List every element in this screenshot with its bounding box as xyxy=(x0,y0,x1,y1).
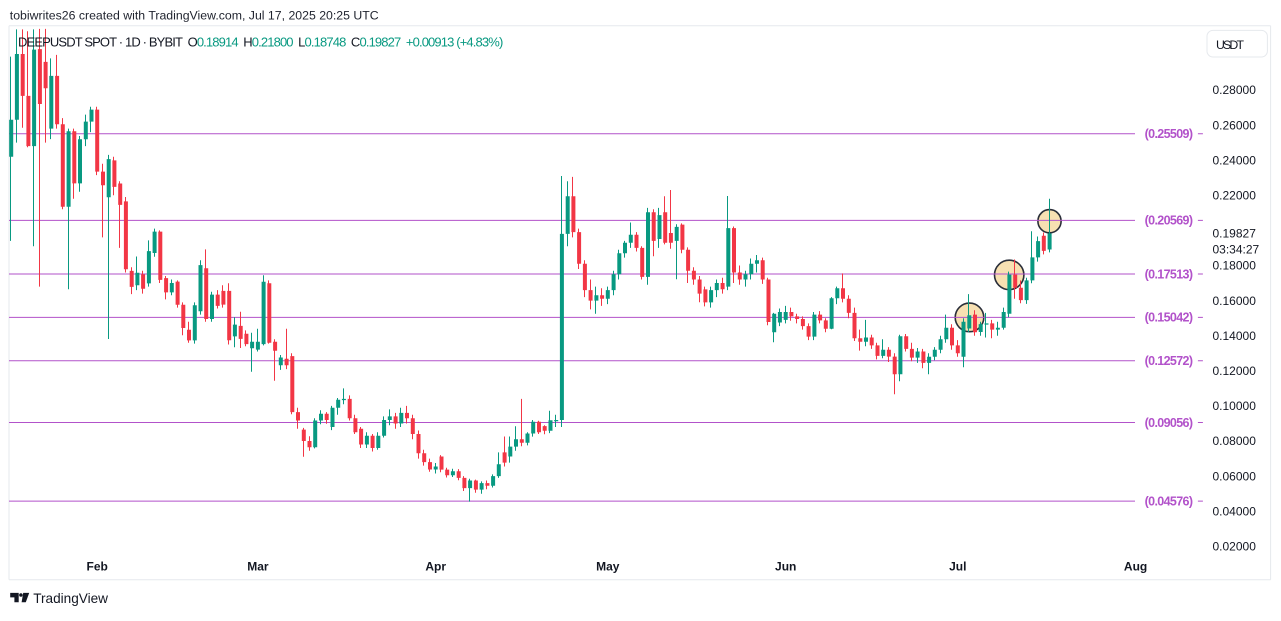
svg-text:0.02000: 0.02000 xyxy=(1213,540,1257,554)
svg-text:Apr: Apr xyxy=(425,560,446,574)
svg-text:(0.12572): (0.12572) xyxy=(1145,354,1193,368)
svg-text:tobiwrites26 created with Trad: tobiwrites26 created with TradingView.co… xyxy=(10,8,379,22)
svg-text:TradingView: TradingView xyxy=(33,591,108,606)
svg-text:0.08000: 0.08000 xyxy=(1213,434,1257,448)
svg-text:Jun: Jun xyxy=(775,560,796,574)
svg-text:0.18000: 0.18000 xyxy=(1213,259,1257,273)
svg-text:0.04000: 0.04000 xyxy=(1213,504,1257,518)
svg-text:Feb: Feb xyxy=(87,560,108,574)
svg-text:0.14000: 0.14000 xyxy=(1213,329,1257,343)
svg-text:0.26000: 0.26000 xyxy=(1213,118,1257,132)
svg-text:(0.20569): (0.20569) xyxy=(1145,214,1193,228)
svg-text:03:34:27: 03:34:27 xyxy=(1213,243,1260,257)
svg-text:0.28000: 0.28000 xyxy=(1213,83,1257,97)
svg-text:0.10000: 0.10000 xyxy=(1213,399,1257,413)
svg-text:(0.25509): (0.25509) xyxy=(1145,127,1193,141)
svg-text:0.19827: 0.19827 xyxy=(1213,227,1257,241)
svg-text:0.12000: 0.12000 xyxy=(1213,364,1257,378)
svg-text:May: May xyxy=(596,560,620,574)
svg-text:0.24000: 0.24000 xyxy=(1213,153,1257,167)
svg-text:0.22000: 0.22000 xyxy=(1213,189,1257,203)
svg-text:0.06000: 0.06000 xyxy=(1213,469,1257,483)
svg-text:(0.17513): (0.17513) xyxy=(1145,267,1193,281)
svg-text:(0.04576): (0.04576) xyxy=(1145,494,1193,508)
svg-text:Jul: Jul xyxy=(949,560,966,574)
svg-text:(0.15042): (0.15042) xyxy=(1145,311,1193,325)
svg-text:USDT: USDT xyxy=(1216,38,1244,52)
svg-text:0.16000: 0.16000 xyxy=(1213,294,1257,308)
svg-text:DEEPUSDT SPOT · 1D · BYBIT O0: DEEPUSDT SPOT · 1D · BYBIT O0.18914 H0.2… xyxy=(18,35,503,50)
svg-text:(0.09056): (0.09056) xyxy=(1145,416,1193,430)
svg-text:Mar: Mar xyxy=(247,560,269,574)
svg-text:Aug: Aug xyxy=(1124,560,1147,574)
